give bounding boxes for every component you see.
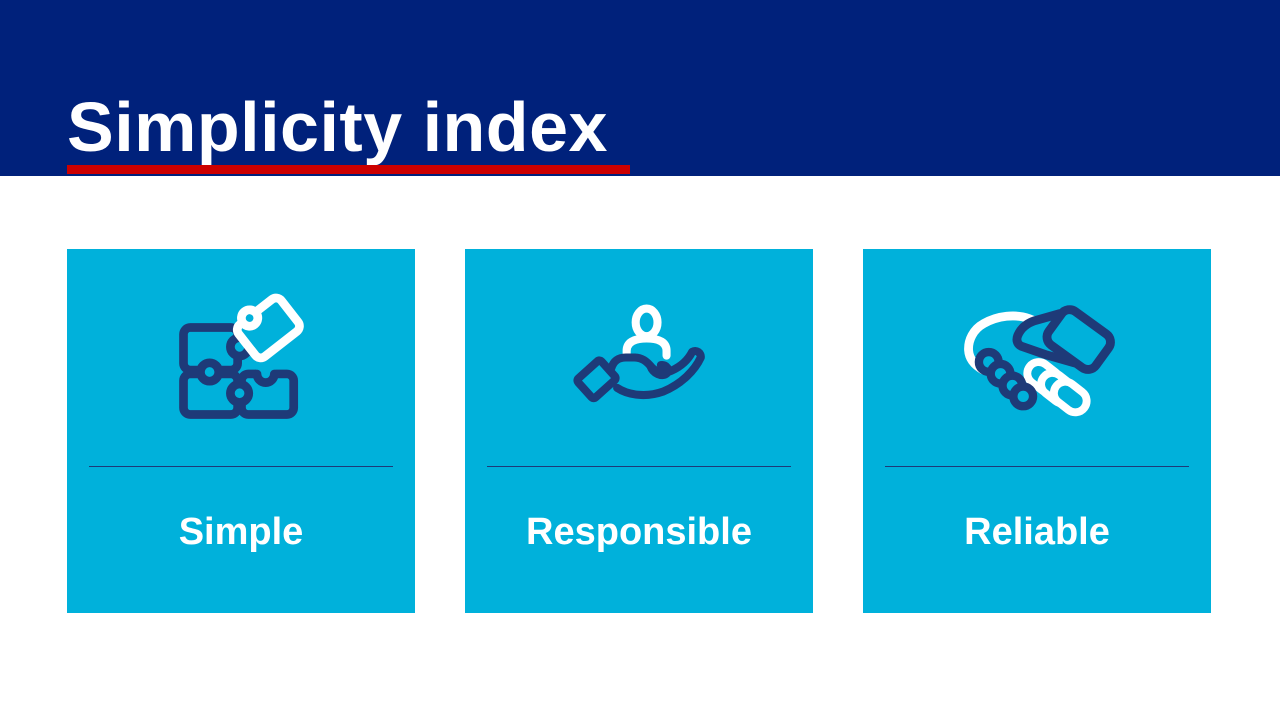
card-label: Reliable — [964, 510, 1110, 553]
card-label: Simple — [178, 510, 304, 553]
slide-header: Simplicity index — [0, 0, 1280, 176]
page-title: Simplicity index — [67, 88, 608, 166]
card-label: Responsible — [526, 510, 752, 553]
title-underline-bar — [67, 165, 630, 174]
puzzle-pieces-icon — [178, 293, 304, 419]
person-in-hand-icon — [573, 304, 705, 403]
card-divider — [487, 466, 791, 467]
handshake-icon — [964, 304, 1115, 416]
card-simple: Simple — [67, 249, 415, 613]
value-cards-row: Simple Responsible — [67, 249, 1280, 613]
card-icon-area — [67, 249, 415, 466]
card-divider — [89, 466, 393, 467]
card-responsible: Responsible — [465, 249, 813, 613]
card-divider — [885, 466, 1189, 467]
card-reliable: Reliable — [863, 249, 1211, 613]
card-icon-area — [465, 249, 813, 466]
card-icon-area — [863, 249, 1211, 466]
